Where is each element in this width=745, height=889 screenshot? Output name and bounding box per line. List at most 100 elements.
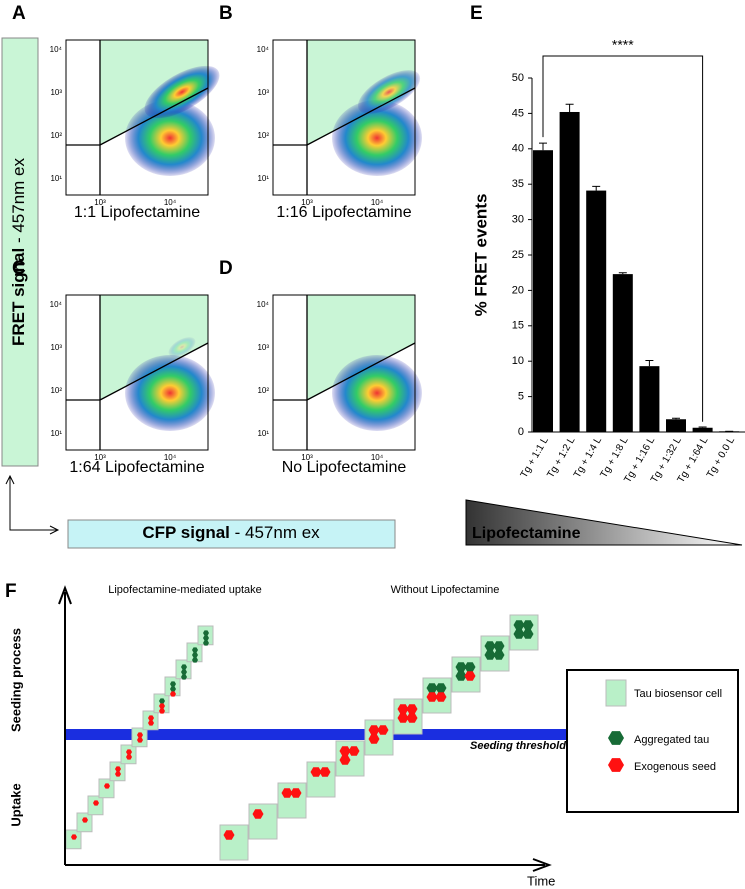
seed: [319, 767, 331, 777]
aggregate: [513, 629, 525, 639]
panel-label: B: [219, 3, 233, 24]
tick-label: 10⁴: [50, 300, 63, 309]
caption: 1:1 Lipofectamine: [74, 204, 200, 221]
annotation: ****: [612, 37, 634, 53]
aggregate: [170, 686, 176, 692]
panel-label: C: [12, 258, 26, 279]
plot-frame: [272, 294, 416, 451]
tick-label: 10²: [257, 386, 269, 395]
tick-label: 10³: [50, 343, 62, 352]
bracket: [542, 55, 704, 422]
seed: [281, 788, 293, 798]
error-bar: [672, 417, 680, 420]
seed: [368, 725, 380, 735]
density: [332, 355, 422, 431]
seed: [82, 817, 88, 823]
seed: [137, 732, 143, 738]
bar: [586, 190, 607, 432]
threshold: [65, 729, 600, 740]
aggregate: [522, 620, 534, 630]
aggregate: [181, 669, 187, 675]
seed: [348, 746, 360, 756]
tick-label: 10³: [301, 198, 313, 207]
aggregate: [493, 650, 505, 660]
tick-label: 10³: [301, 453, 313, 462]
tick-label: 10⁴: [164, 198, 177, 207]
axes-arrow: [5, 474, 60, 535]
plot-frame: [272, 39, 416, 196]
aggregate: [181, 664, 187, 670]
cell: [306, 761, 336, 798]
axis-label: Seeding process: [8, 628, 23, 732]
y-tick-label: 0: [518, 426, 524, 438]
gradient-label: Lipofectamine: [472, 525, 581, 542]
seed: [148, 715, 154, 721]
aggregate: [203, 635, 209, 641]
aggregate: [203, 630, 209, 636]
tick-label: 10⁴: [50, 45, 63, 54]
seed: [137, 737, 143, 743]
cell: [219, 824, 249, 861]
seed: [397, 713, 409, 723]
y-tick-label: 35: [512, 178, 524, 190]
tick-label: 10¹: [257, 429, 269, 438]
bar: [612, 274, 633, 432]
schematic-title: Lipofectamine-mediated uptake: [108, 584, 261, 596]
y-tick-label: 15: [512, 320, 524, 332]
axis-label: Time: [527, 873, 555, 888]
y-tick-label: 30: [512, 214, 524, 226]
axis-label: Uptake: [8, 783, 23, 826]
density: [144, 65, 220, 119]
seed: [223, 830, 235, 840]
aggregate: [455, 662, 467, 672]
error-bar: [645, 359, 654, 367]
cell: [277, 782, 307, 819]
seed: [159, 708, 165, 714]
gate: [307, 40, 415, 145]
bar: [692, 427, 713, 432]
gate-line: [273, 40, 416, 195]
error-bar: [565, 103, 574, 112]
seed: [339, 746, 351, 756]
aggregate: [426, 683, 438, 693]
seed: [115, 766, 121, 772]
legend-swatch: [605, 679, 627, 707]
seed: [426, 692, 438, 702]
tick-label: 10³: [50, 88, 62, 97]
seed: [406, 704, 418, 714]
aggregate: [192, 647, 198, 653]
aggregate: [192, 652, 198, 658]
seed: [608, 758, 624, 772]
tick-label: 10³: [257, 88, 269, 97]
tick-label: 10³: [94, 198, 106, 207]
legend-label: Aggregated tau: [634, 734, 709, 746]
y-tick-label: 5: [518, 391, 524, 403]
legend-label: Tau biosensor cell: [634, 688, 722, 700]
tick-label: 10⁴: [371, 198, 384, 207]
seed: [71, 834, 77, 840]
density: [125, 355, 215, 431]
panel-label: E: [470, 3, 483, 24]
cell: [335, 740, 365, 777]
seed: [397, 704, 409, 714]
seed: [126, 749, 132, 755]
aggregate: [170, 681, 176, 687]
bar: [639, 366, 660, 432]
seed: [464, 671, 476, 681]
seed: [159, 703, 165, 709]
bar: [559, 111, 580, 432]
seed: [104, 783, 110, 789]
y-axis-title: FRET signal - 457nm ex: [9, 158, 28, 346]
bar: [533, 150, 553, 432]
error-bar: [539, 142, 547, 151]
aggregate: [484, 650, 496, 660]
y-tick-label: 10: [512, 355, 524, 367]
y-tick-label: 40: [512, 143, 524, 155]
error-bar: [698, 426, 707, 428]
tick-label: 10¹: [50, 174, 62, 183]
seed: [252, 809, 264, 819]
